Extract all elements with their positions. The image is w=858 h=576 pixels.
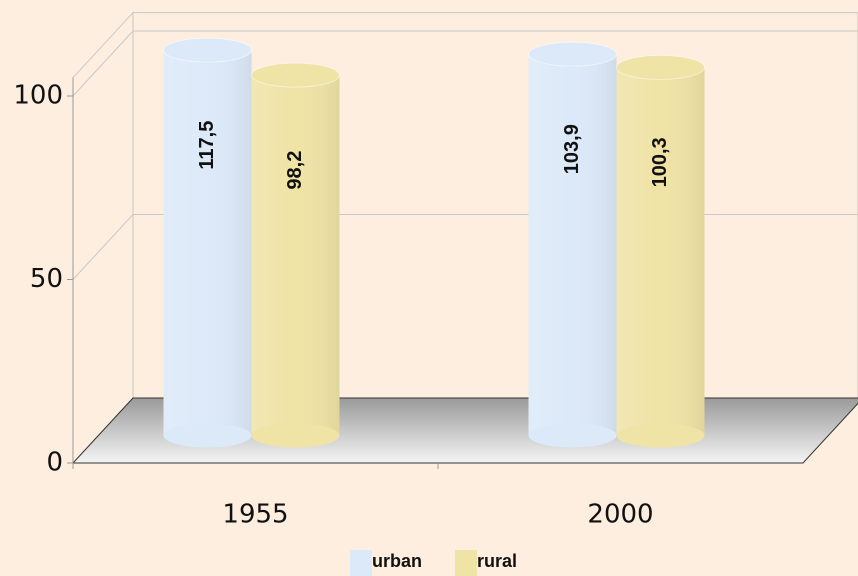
bar-base bbox=[616, 423, 705, 448]
bar-shade bbox=[616, 67, 705, 436]
marks: 117,5 98,2 103,9 100,3 bbox=[163, 37, 705, 448]
bar-top bbox=[251, 62, 340, 88]
grid-line bbox=[72, 30, 858, 97]
x-tick-label: 1955 bbox=[222, 500, 288, 530]
legend-swatch bbox=[350, 550, 372, 576]
y-tick-label: 50 bbox=[30, 264, 63, 294]
y-tick-label: 0 bbox=[46, 448, 63, 478]
y-tick-label: 100 bbox=[13, 81, 63, 111]
left-wall bbox=[72, 11, 134, 465]
value-label: 100,3 bbox=[649, 137, 671, 187]
bar-shade bbox=[251, 75, 340, 436]
bar-top bbox=[528, 41, 617, 67]
bar-top bbox=[616, 54, 705, 80]
plot-walls: 0 50 100 bbox=[13, 11, 858, 478]
bar-shade bbox=[163, 50, 252, 436]
bar-top bbox=[163, 37, 252, 63]
legend-label: urban bbox=[372, 551, 422, 571]
value-label: 98,2 bbox=[284, 151, 306, 190]
bar-shade bbox=[528, 54, 617, 436]
bar-base bbox=[528, 423, 617, 448]
legend-label: rural bbox=[477, 551, 517, 571]
bar-base bbox=[163, 423, 252, 448]
legend-swatch bbox=[455, 550, 477, 576]
bar-base bbox=[251, 423, 340, 448]
value-label: 117,5 bbox=[196, 121, 218, 170]
value-label: 103,9 bbox=[561, 124, 583, 174]
x-tick-label: 2000 bbox=[587, 500, 653, 530]
